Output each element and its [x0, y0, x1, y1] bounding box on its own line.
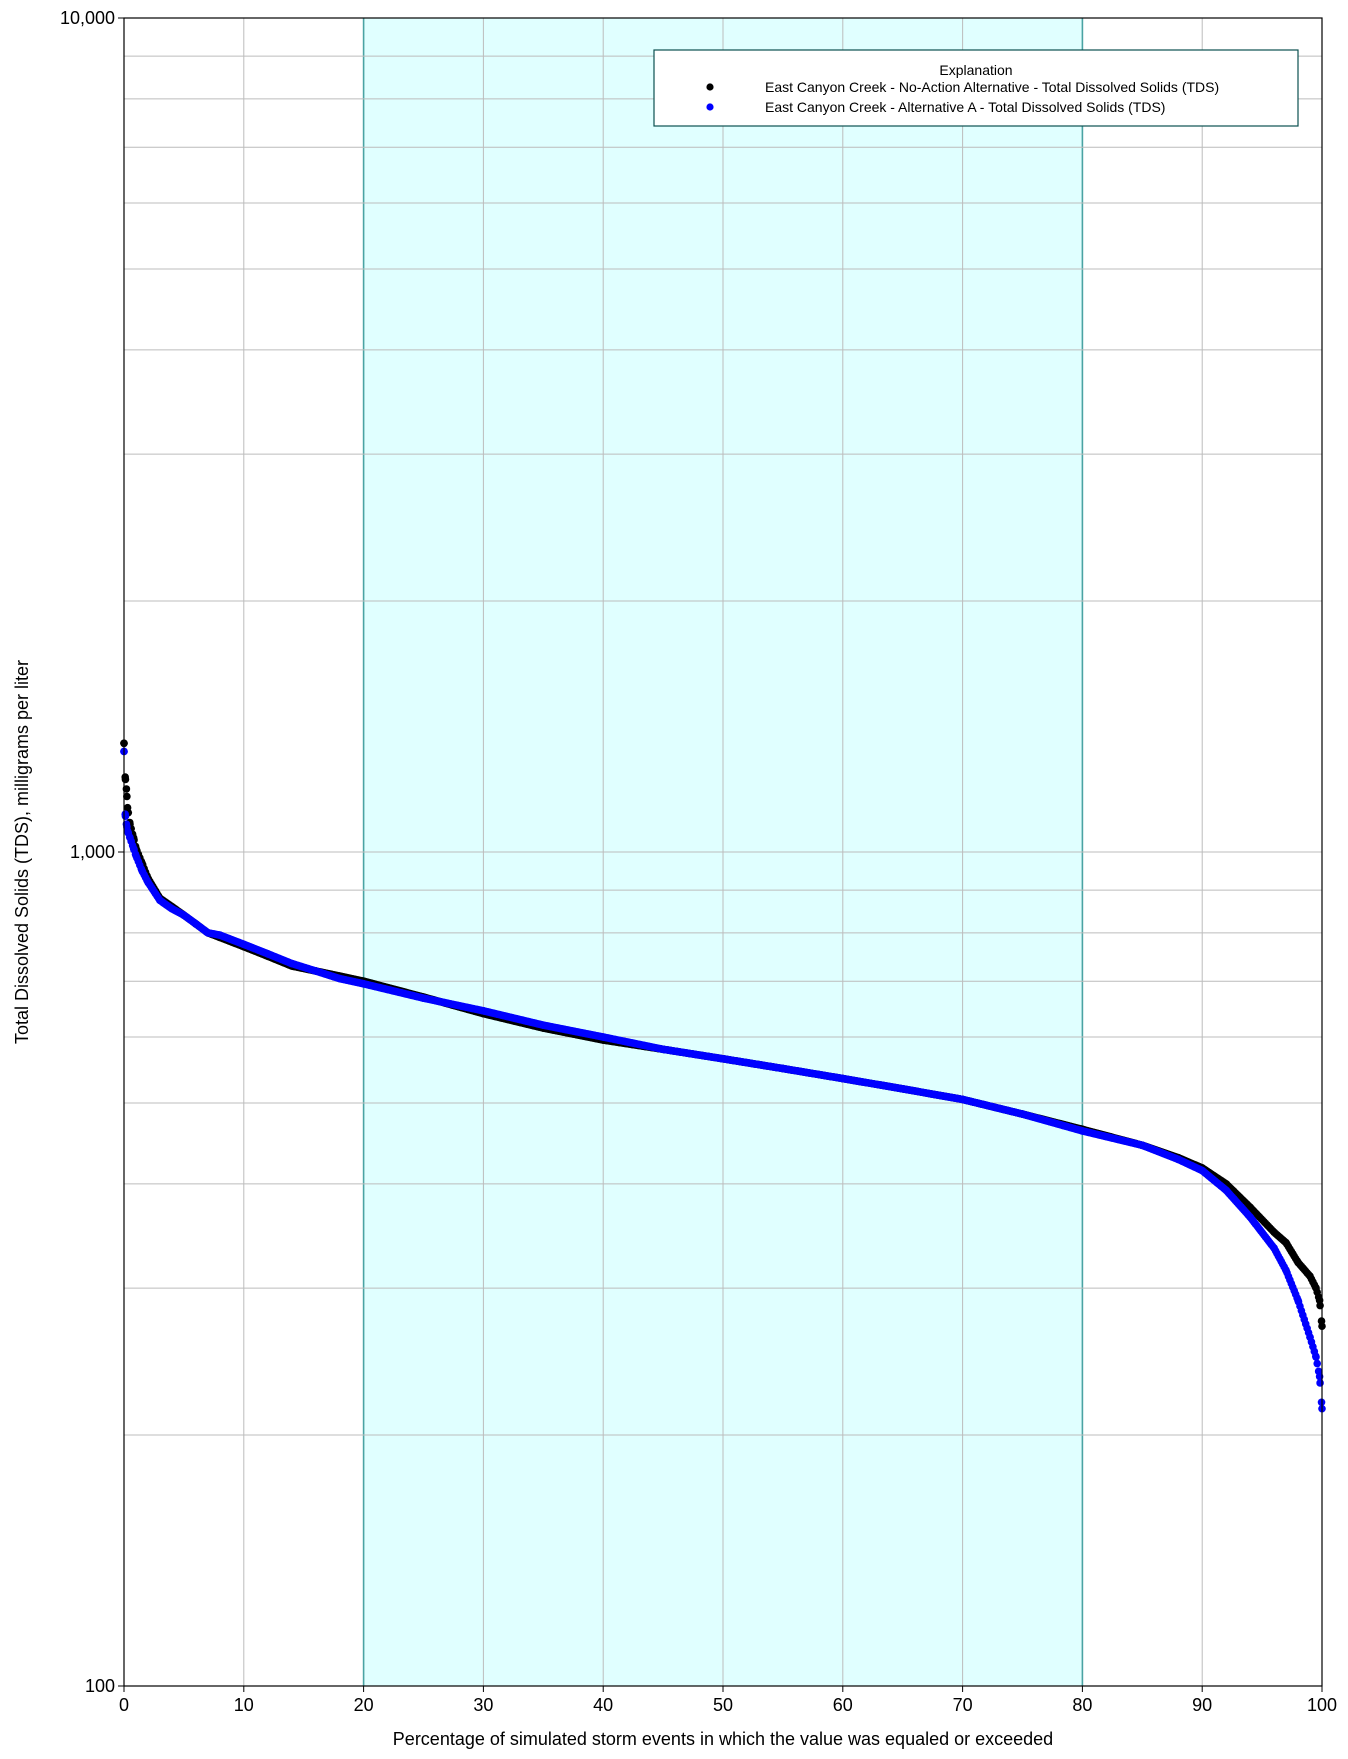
data-point [479, 1007, 488, 1015]
data-point [719, 1054, 727, 1063]
data-point [1312, 1284, 1320, 1292]
x-tick-label: 10 [234, 1695, 254, 1715]
data-point [1312, 1353, 1320, 1361]
data-point [779, 1064, 787, 1073]
data-point [958, 1095, 967, 1104]
series-alternative-a [120, 747, 1326, 1413]
legend-title: Explanation [939, 62, 1012, 78]
grid-layer [124, 18, 1322, 1686]
data-point [121, 773, 129, 781]
data-point [204, 929, 212, 937]
data-point [240, 940, 248, 949]
x-tick-label: 40 [593, 1695, 613, 1715]
data-point [263, 949, 272, 958]
data-point [1306, 1272, 1314, 1280]
data-point [192, 920, 200, 928]
series-layer [120, 739, 1326, 1413]
data-point [599, 1033, 607, 1041]
data-point [1246, 1203, 1254, 1212]
data-point [659, 1045, 667, 1054]
y-tick-label: 10,000 [60, 8, 115, 28]
x-tick-label: 70 [953, 1695, 973, 1715]
data-point [180, 911, 188, 919]
data-point [419, 994, 428, 1002]
data-point [121, 810, 129, 818]
x-axis-label: Percentage of simulated storm events in … [393, 1729, 1053, 1749]
data-point [1198, 1166, 1206, 1175]
data-point [839, 1074, 847, 1083]
y-tick-label: 100 [85, 1676, 115, 1696]
data-point [1282, 1238, 1290, 1247]
data-point [144, 878, 152, 886]
data-point [123, 792, 131, 801]
tick-label-layer: 0 10 20 30 40 50 60 70 80 90 100 100 1,000 10,000 [60, 8, 1337, 1715]
data-point [539, 1021, 548, 1029]
data-point [1306, 1333, 1314, 1341]
x-tick-label: 50 [713, 1695, 733, 1715]
x-tick-label: 90 [1192, 1695, 1212, 1715]
data-point [898, 1085, 907, 1093]
data-point [138, 866, 146, 875]
data-point [1246, 1213, 1254, 1221]
x-tick-label: 20 [354, 1695, 374, 1715]
data-point [129, 844, 138, 853]
data-point [123, 827, 132, 835]
data-point [1078, 1127, 1087, 1135]
legend-marker-no-action [706, 83, 714, 91]
data-point [126, 833, 134, 842]
data-point [1313, 1359, 1322, 1368]
x-tick-label: 80 [1072, 1695, 1092, 1715]
data-point [1222, 1186, 1230, 1195]
data-point [1294, 1296, 1302, 1305]
x-tick-label: 100 [1307, 1695, 1337, 1715]
y-axis-label: Total Dissolved Solids (TDS), milligrams… [12, 660, 32, 1044]
x-tick-label: 0 [119, 1695, 129, 1715]
data-point [1270, 1244, 1278, 1252]
data-point [123, 803, 132, 812]
legend: Explanation East Canyon Creek - No-Actio… [653, 49, 1299, 127]
legend-label-no-action: East Canyon Creek - No-Action Alternativ… [765, 79, 1219, 95]
data-point [1316, 1379, 1324, 1387]
data-point [1174, 1155, 1183, 1164]
data-point [168, 904, 176, 913]
data-point [132, 851, 140, 860]
data-point [1138, 1141, 1147, 1150]
data-point [311, 967, 320, 975]
data-point [287, 959, 296, 968]
y-tick-label: 1,000 [70, 842, 115, 862]
legend-box [653, 49, 1299, 127]
data-point [1270, 1228, 1278, 1237]
data-point [1282, 1266, 1290, 1275]
data-point [216, 931, 224, 939]
x-tick-label: 30 [473, 1695, 493, 1715]
data-point [1018, 1110, 1027, 1118]
data-point [335, 974, 344, 983]
data-point [156, 896, 164, 905]
legend-marker-alternative-a [706, 103, 714, 111]
x-tick-label: 60 [833, 1695, 853, 1715]
legend-label-alternative-a: East Canyon Creek - Alternative A - Tota… [765, 99, 1165, 115]
data-point [1294, 1258, 1302, 1267]
data-point [359, 979, 368, 988]
